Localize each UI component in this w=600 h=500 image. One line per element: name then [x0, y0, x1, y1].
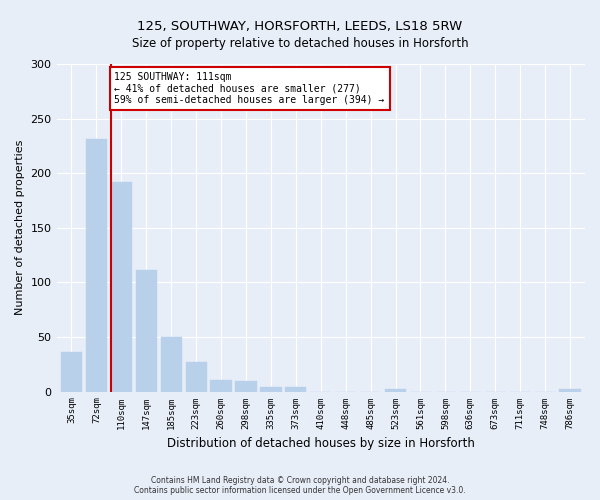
Text: 125, SOUTHWAY, HORSFORTH, LEEDS, LS18 5RW: 125, SOUTHWAY, HORSFORTH, LEEDS, LS18 5R…: [137, 20, 463, 33]
Bar: [111, 182, 132, 392]
Bar: [136, 270, 157, 392]
Text: Size of property relative to detached houses in Horsforth: Size of property relative to detached ho…: [131, 38, 469, 51]
Bar: [161, 337, 182, 392]
Bar: [185, 362, 207, 392]
Bar: [61, 352, 82, 392]
Bar: [285, 387, 307, 392]
Bar: [235, 380, 257, 392]
Bar: [385, 390, 406, 392]
Bar: [559, 390, 581, 392]
Bar: [211, 380, 232, 392]
Text: 125 SOUTHWAY: 111sqm
← 41% of detached houses are smaller (277)
59% of semi-deta: 125 SOUTHWAY: 111sqm ← 41% of detached h…: [115, 72, 385, 105]
Bar: [260, 387, 281, 392]
Y-axis label: Number of detached properties: Number of detached properties: [15, 140, 25, 316]
Text: Contains HM Land Registry data © Crown copyright and database right 2024.
Contai: Contains HM Land Registry data © Crown c…: [134, 476, 466, 495]
X-axis label: Distribution of detached houses by size in Horsforth: Distribution of detached houses by size …: [167, 437, 475, 450]
Bar: [86, 140, 107, 392]
